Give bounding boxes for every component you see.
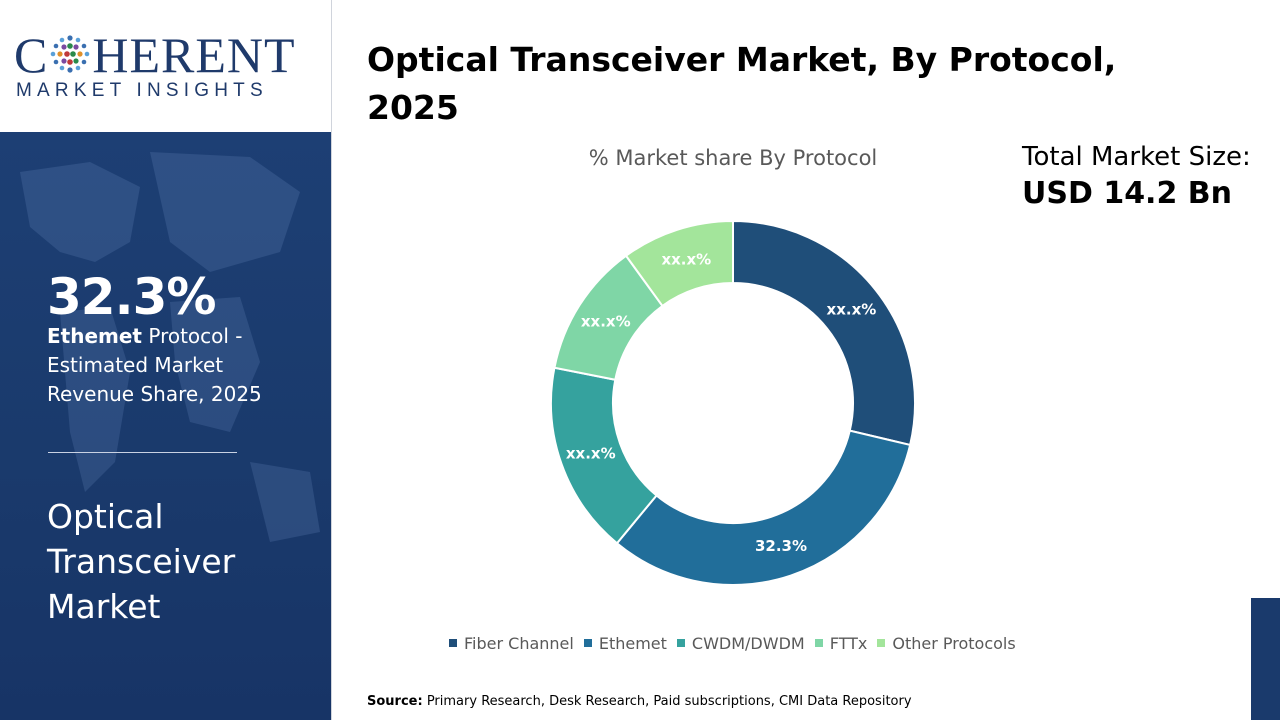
legend-swatch [583,639,592,647]
world-map-background [20,152,320,542]
total-market-value: USD 14.2 Bn [1022,176,1232,211]
total-market-label: Total Market Size: [1022,142,1251,172]
data-label-cwdm-dwdm: xx.x% [566,445,616,463]
logo-tagline: MARKET INSIGHTS [16,80,268,101]
donut-slice-cwdm-dwdm [550,366,658,545]
page-title: Optical Transceiver Market, By Protocol,… [367,40,1117,127]
data-label-ethemet: 32.3% [755,537,807,555]
data-label-other-protocols: xx.x% [661,250,711,268]
legend-label: CWDM/DWDM [691,633,805,653]
globe-dots-icon [51,35,90,73]
legend-swatch [676,639,685,647]
market-name: Optical Transceiver Market [47,497,236,626]
highlight-stat-value: 32.3% [47,268,216,326]
legend-label: Ethemet [598,633,667,653]
donut-slice-other-protocols [624,219,734,308]
legend-label: Fiber Channel [464,633,574,653]
donut-slice-fttx [553,254,664,381]
corner-accent [1251,598,1280,720]
source-note: Source: Primary Research, Desk Research,… [367,694,912,709]
chart-legend: Fiber Channel Ethemet CWDM/DWDM FTTx Other P… [449,632,1026,654]
legend-item: Fiber Channel [449,632,574,654]
company-logo: C HERENT MARKET INSIGHTS [0,0,331,132]
legend-label: FTTx [829,633,868,653]
donut-slice-fiber-channel [732,219,916,447]
sidebar-divider [48,452,237,453]
legend-item: FTTx [814,632,868,654]
chart-title: % Market share By Protocol [588,146,878,170]
donut-slice-ethemet [615,429,912,586]
legend-swatch [814,639,823,647]
legend-item: Ethemet [583,632,667,654]
legend-label: Other Protocols [892,633,1016,653]
logo-wordmark: C HERENT [14,27,296,83]
legend-item: Other Protocols [877,632,1016,654]
sidebar: C HERENT MARKET INSIGHTS 32.3% Et [0,0,332,720]
data-label-fiber-channel: xx.x% [827,300,877,318]
highlight-stat-description: Ethemet Protocol - Estimated Market Reve… [47,324,262,406]
legend-item: CWDM/DWDM [676,632,805,654]
legend-swatch [449,639,457,647]
sidebar-panel [0,132,331,720]
data-label-fttx: xx.x% [581,313,631,331]
legend-swatch [877,639,886,647]
